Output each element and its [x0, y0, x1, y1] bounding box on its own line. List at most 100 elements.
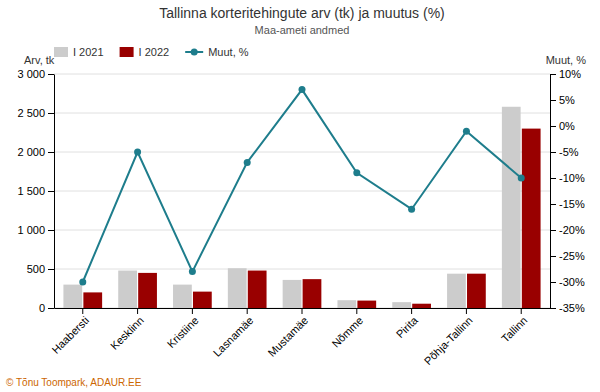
grid — [54, 74, 550, 308]
bar — [248, 271, 267, 308]
tick: Tallinn — [499, 308, 530, 345]
marker — [189, 268, 196, 275]
legend-swatch — [54, 47, 68, 57]
marker — [353, 169, 360, 176]
tick-label: Kristiine — [165, 314, 201, 350]
tick-label: -35% — [559, 302, 585, 314]
grid-line — [54, 113, 550, 114]
tick-label: 1 000 — [17, 224, 45, 236]
tick-mark — [302, 308, 303, 314]
tick-mark — [550, 256, 556, 257]
tick-mark — [550, 126, 556, 127]
tick: -25% — [550, 250, 585, 262]
axis-line — [550, 75, 551, 309]
tick-mark — [550, 178, 556, 179]
tick-mark — [48, 191, 54, 192]
grid-line — [54, 230, 550, 231]
legend: I 2021 I 2022 Muut, % — [54, 46, 249, 58]
bar — [118, 271, 137, 308]
tick-label: -30% — [559, 276, 585, 288]
tick-label: -25% — [559, 250, 585, 262]
tick-mark — [411, 308, 412, 314]
bar — [173, 285, 192, 308]
tick-mark — [247, 308, 248, 314]
bar — [283, 280, 302, 308]
tick-label: 0 — [39, 302, 45, 314]
tick-label: -10% — [559, 172, 585, 184]
bar — [138, 273, 157, 308]
tick: 3 000 — [17, 68, 54, 80]
tick-mark — [550, 74, 556, 75]
annotation: © Tõnu Toompark, ADAUR.EE — [6, 377, 142, 388]
bar — [502, 107, 521, 308]
tick-label: Mustamäe — [266, 314, 311, 359]
tick-mark — [466, 308, 467, 314]
tick-mark — [550, 230, 556, 231]
bar — [228, 268, 247, 308]
bar — [337, 300, 356, 308]
tick: 5% — [550, 94, 575, 106]
tick-mark — [550, 100, 556, 101]
marker — [463, 128, 470, 135]
bar-series — [63, 107, 520, 308]
tick-label: Nõmme — [329, 314, 365, 350]
marker — [518, 175, 525, 182]
legend-label: I 2022 — [139, 46, 170, 58]
tick: 500 — [27, 263, 54, 275]
tick: Haabersti — [49, 308, 91, 356]
axis-title: Arv, tk — [24, 54, 55, 66]
tick-label: 3 000 — [17, 68, 45, 80]
marker — [299, 86, 306, 93]
tick: -35% — [550, 302, 585, 314]
legend-item: Muut, % — [185, 46, 249, 58]
tick-label: 5% — [559, 94, 575, 106]
tick-mark — [550, 152, 556, 153]
tick-mark — [82, 308, 83, 314]
legend-label: I 2021 — [73, 46, 104, 58]
bar — [303, 279, 322, 308]
tick-mark — [550, 308, 556, 309]
bar — [522, 129, 541, 308]
tick-label: Põhja-Tallinn — [422, 314, 475, 367]
grid-line — [54, 269, 550, 270]
x-axis: Haabersti Kesklinn Kristiine LasnamäeMustam… — [49, 308, 550, 367]
marker — [244, 159, 251, 166]
tick: -5% — [550, 146, 579, 158]
line-series — [79, 86, 524, 285]
chart: 0 500 1 000 1 500 2 000 2 500 3 000 -35% -30% -25… — [0, 0, 600, 392]
tick-label: Tallinn — [499, 314, 530, 345]
tick: 2 000 — [17, 146, 54, 158]
tick-mark — [48, 113, 54, 114]
bar — [193, 292, 212, 308]
legend-swatch — [191, 49, 198, 56]
tick: Lasnamäe — [211, 308, 256, 359]
tick-mark — [550, 204, 556, 205]
tick-label: 2 500 — [17, 107, 45, 119]
line — [83, 90, 521, 282]
bar — [467, 274, 486, 308]
tick-label: Pirita — [394, 313, 421, 340]
tick-mark — [521, 308, 522, 314]
legend-item: I 2022 — [120, 46, 170, 58]
bar — [83, 292, 102, 308]
subtitle: Maa-ameti andmed — [255, 24, 350, 36]
tick: Mustamäe — [266, 308, 311, 359]
grid-line — [54, 191, 550, 192]
bar — [357, 301, 376, 308]
plot — [63, 86, 540, 308]
legend-label: Muut, % — [208, 46, 249, 58]
bar — [63, 285, 82, 308]
tick: Kristiine — [165, 308, 201, 350]
grid-line — [54, 74, 550, 75]
tick: 0% — [550, 120, 575, 132]
bar — [412, 304, 431, 308]
y-axis: 0 500 1 000 1 500 2 000 2 500 3 000 — [17, 68, 54, 314]
tick-label: Haabersti — [49, 314, 91, 356]
tick-mark — [356, 308, 357, 314]
tick-label: 1 500 — [17, 185, 45, 197]
tick: 10% — [550, 68, 581, 80]
tick: Kesklinn — [108, 308, 146, 352]
axis-line — [54, 75, 55, 309]
tick: -10% — [550, 172, 585, 184]
tick: Nõmme — [329, 308, 365, 350]
